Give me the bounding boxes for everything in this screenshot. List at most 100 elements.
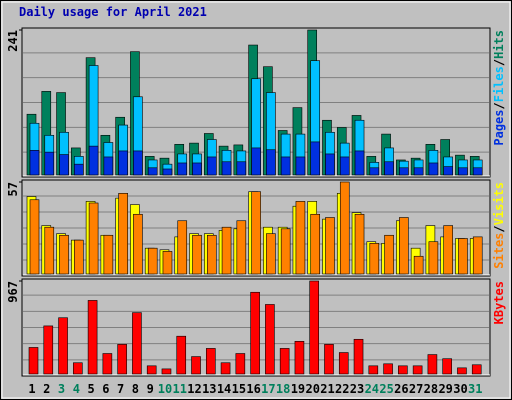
- bar: [162, 168, 173, 176]
- bar: [353, 338, 364, 375]
- y-tick-label: 967: [6, 281, 20, 303]
- x-tick-label: 13: [202, 382, 216, 396]
- legend: KBytes: [492, 281, 506, 324]
- bar: [443, 225, 453, 275]
- x-tick-label: 24: [365, 382, 379, 396]
- bar: [442, 358, 452, 375]
- x-tick-label: 26: [394, 382, 408, 396]
- bar: [28, 347, 39, 375]
- bar: [310, 141, 321, 176]
- bar: [250, 291, 260, 375]
- bar: [103, 156, 114, 176]
- bar: [368, 365, 379, 375]
- x-tick-label: 29: [438, 382, 452, 396]
- bar: [295, 201, 306, 275]
- legend-separator: /: [492, 59, 506, 66]
- bar: [221, 226, 232, 275]
- bar: [324, 344, 334, 375]
- x-tick-label: 1: [28, 382, 35, 396]
- legend-entry: Sites: [492, 233, 506, 269]
- y-tick-label: 57: [6, 182, 20, 196]
- bar: [472, 167, 483, 176]
- x-tick-label: 15: [232, 382, 246, 396]
- legend: Sites/Visits: [492, 182, 506, 269]
- bar: [428, 241, 439, 275]
- bar: [266, 149, 276, 176]
- x-tick-label: 6: [102, 382, 109, 396]
- legend-separator: /: [492, 225, 506, 232]
- x-tick-label: 18: [276, 382, 290, 396]
- bar: [59, 234, 69, 275]
- bar: [236, 220, 247, 275]
- bar: [43, 325, 54, 375]
- bar: [338, 352, 349, 375]
- bar: [369, 167, 380, 176]
- bar: [147, 247, 158, 275]
- x-tick-label: 17: [261, 382, 275, 396]
- bar: [118, 150, 128, 176]
- bar: [103, 234, 114, 275]
- bar: [132, 312, 142, 375]
- bar: [354, 213, 365, 275]
- bar: [458, 238, 468, 275]
- legend-separator: /: [492, 102, 506, 109]
- bar: [74, 239, 84, 275]
- bar: [265, 304, 275, 375]
- x-tick-label: 25: [379, 382, 393, 396]
- bar: [206, 234, 217, 275]
- x-tick-label: 22: [335, 382, 349, 396]
- bar: [146, 365, 157, 375]
- bar: [354, 150, 365, 176]
- bar: [205, 348, 216, 375]
- bar: [177, 220, 188, 275]
- bar: [294, 341, 305, 375]
- x-tick-label: 9: [147, 382, 154, 396]
- x-tick-label: 5: [87, 382, 94, 396]
- x-tick-label: 3: [58, 382, 65, 396]
- x-tick-label: 4: [73, 382, 80, 396]
- bar: [118, 192, 128, 275]
- legend-entry: KBytes: [492, 281, 506, 324]
- bar: [325, 217, 335, 275]
- bar: [192, 162, 202, 176]
- bar: [309, 280, 320, 375]
- bar: [295, 156, 306, 176]
- bar: [88, 145, 99, 176]
- x-tick-label: 21: [320, 382, 334, 396]
- legend-entry: Hits: [492, 30, 506, 59]
- x-tick-label: 20: [305, 382, 319, 396]
- bar: [412, 365, 423, 375]
- x-tick-label: 31: [468, 382, 482, 396]
- bar: [133, 213, 143, 275]
- x-tick-label: 10: [158, 382, 172, 396]
- bar: [427, 354, 438, 375]
- bar: [236, 161, 247, 176]
- bar: [428, 162, 439, 176]
- bar: [88, 202, 99, 275]
- bar: [87, 300, 98, 375]
- bar: [177, 162, 188, 176]
- bar: [280, 228, 291, 275]
- bar: [399, 167, 409, 176]
- bar: [457, 367, 467, 375]
- bar: [339, 156, 350, 176]
- bar: [29, 150, 40, 176]
- bar: [102, 353, 113, 375]
- bar: [44, 226, 55, 275]
- bar: [74, 163, 84, 176]
- legend: Pages/Files/Hits: [492, 30, 506, 146]
- bar: [235, 353, 246, 375]
- x-tick-label: 16: [246, 382, 260, 396]
- bar: [413, 167, 424, 176]
- bar: [251, 147, 261, 176]
- bar: [251, 191, 261, 275]
- bar: [458, 167, 468, 176]
- bar: [398, 365, 408, 375]
- chart-title: Daily usage for April 2021: [19, 5, 207, 19]
- bar: [471, 364, 482, 375]
- bar: [279, 348, 290, 375]
- bar: [133, 150, 143, 176]
- bar: [384, 161, 394, 176]
- x-tick-label: 2: [43, 382, 50, 396]
